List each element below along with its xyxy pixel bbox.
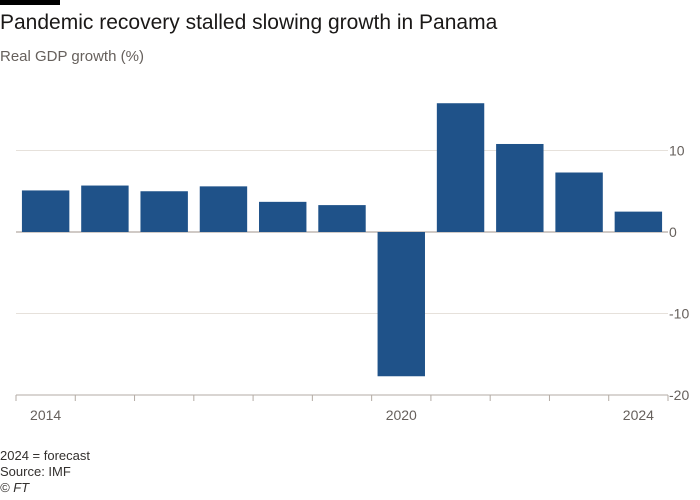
- y-tick-label: -20: [669, 387, 689, 403]
- bar-2019: [318, 205, 366, 232]
- bar-2016: [140, 191, 188, 232]
- bar-2015: [81, 185, 129, 232]
- bar-2014: [21, 190, 70, 232]
- x-tick-label: 2020: [386, 407, 417, 423]
- bar-2020: [377, 232, 425, 377]
- y-axis: 10 0 -10 -20: [669, 143, 689, 404]
- bars: [21, 103, 663, 377]
- chart-footer: 2024 = forecast Source: IMF © FT: [0, 448, 90, 496]
- forecast-note: 2024 = forecast: [0, 448, 90, 463]
- bar-2023: [555, 172, 603, 232]
- bar-2022: [496, 143, 544, 232]
- x-tick-label: 2024: [623, 407, 654, 423]
- x-axis: 2014 2020 2024: [15, 394, 669, 423]
- chart-title: Pandemic recovery stalled slowing growth…: [0, 11, 498, 34]
- bar-2024: [614, 211, 663, 232]
- copyright-note: © FT: [0, 480, 30, 495]
- chart-subtitle: Real GDP growth (%): [0, 48, 144, 65]
- x-tick-label: 2014: [30, 407, 61, 423]
- y-tick-label: 0: [669, 224, 677, 240]
- source-note: Source: IMF: [0, 464, 71, 479]
- bar-2021: [436, 103, 485, 232]
- y-tick-label: 10: [669, 143, 685, 159]
- y-tick-label: -10: [669, 306, 689, 322]
- bar-2018: [259, 201, 307, 232]
- bar-2017: [199, 186, 248, 232]
- ft-top-bar: [0, 0, 60, 5]
